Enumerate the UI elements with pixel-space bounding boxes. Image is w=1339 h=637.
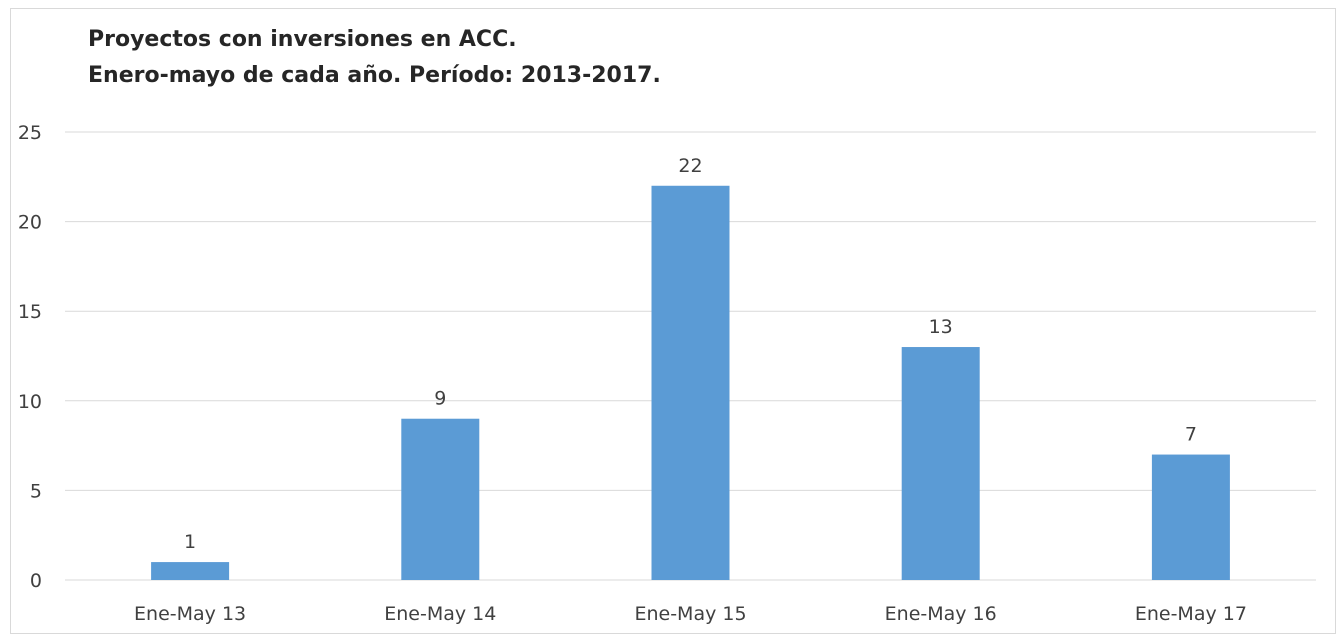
chart-subtitle: Enero-mayo de cada año. Período: 2013-20… [88,63,661,88]
bar [1151,454,1230,580]
chart-title: Proyectos con inversiones en ACC. [88,27,517,52]
data-label: 13 [929,316,953,338]
x-tick-label: Ene-May 14 [384,603,496,625]
y-tick-label: 5 [30,480,42,502]
bar [401,418,480,580]
x-tick-label: Ene-May 13 [134,603,246,625]
y-tick-label: 20 [18,212,42,234]
x-axis-tick-labels: Ene-May 13 Ene-May 14 Ene-May 15 Ene-May 16… [134,603,1247,625]
y-tick-label: 10 [18,391,42,413]
data-labels: 1 9 22 13 7 [184,155,1197,553]
data-label: 22 [678,155,702,177]
x-tick-label: Ene-May 15 [634,603,746,625]
x-tick-label: Ene-May 17 [1135,603,1247,625]
y-axis-tick-labels: 0 5 10 15 20 25 [18,122,42,592]
bar [901,347,980,580]
y-tick-label: 15 [18,301,42,323]
chart-title-block: Proyectos con inversiones en ACC. Enero-… [88,22,661,94]
data-label: 7 [1185,424,1197,446]
x-tick-label: Ene-May 16 [885,603,997,625]
data-label: 9 [434,388,446,410]
bar [151,562,230,580]
bars [151,185,1230,580]
y-tick-label: 0 [30,570,42,592]
bar [651,185,730,580]
y-tick-label: 25 [18,122,42,144]
data-label: 1 [184,531,196,553]
